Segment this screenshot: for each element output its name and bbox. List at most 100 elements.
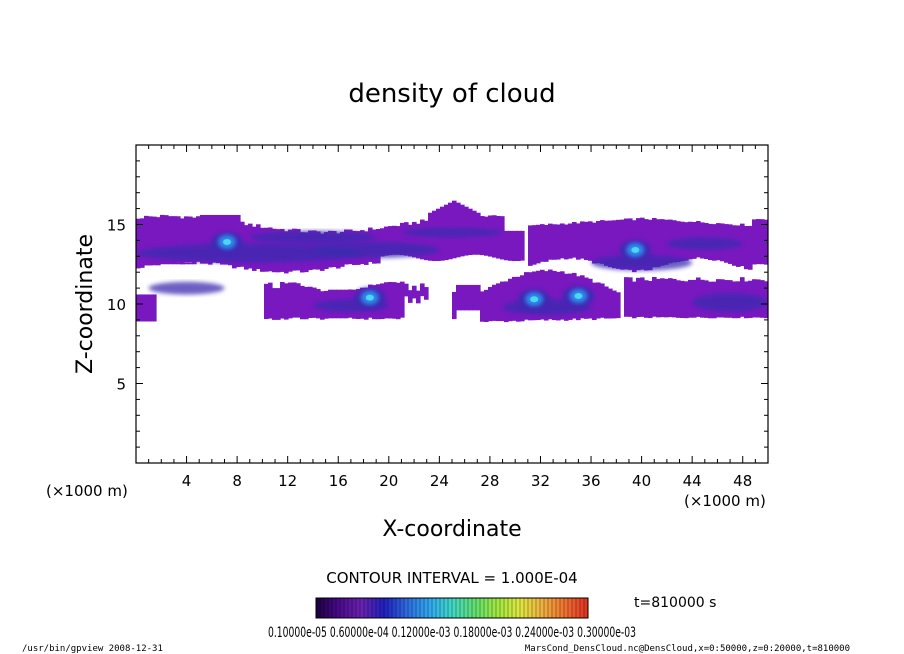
cloud-cell (644, 280, 649, 318)
cloud-cell (416, 290, 421, 304)
cloud-cell (396, 282, 401, 320)
cloud-cell (424, 220, 429, 261)
maximum-peak (223, 238, 232, 245)
cloud-cell (748, 225, 753, 270)
cloud-cell (184, 262, 189, 265)
cloud-cell (284, 283, 289, 320)
x-tick-label: 36 (581, 472, 600, 490)
cloud-cell (600, 283, 605, 318)
cloud-cell (148, 294, 153, 322)
cloud-cell (500, 281, 505, 322)
cloud-cell (392, 225, 397, 255)
cloud-cell (556, 271, 561, 321)
cloud-cell (496, 283, 501, 322)
cloud-cell (272, 288, 277, 320)
cloud-cell (312, 287, 317, 318)
cloud-cell (672, 278, 677, 318)
cloud-cell (268, 282, 273, 319)
cloud-cell (556, 224, 561, 260)
cloud-cell (452, 291, 457, 320)
cloud-cell (684, 281, 689, 319)
cloud-cell (388, 281, 393, 319)
cloud-cell (596, 282, 601, 319)
cloud-cell (156, 262, 161, 265)
colorbar-tick-labels: 0.10000e-05 0.60000e-04 0.12000e-03 0.18… (268, 625, 636, 641)
cloud-cell (676, 280, 681, 318)
cloud-cell (164, 215, 169, 263)
cloud-cell (612, 290, 617, 319)
cloud-cell (412, 221, 417, 258)
cloud-cell (572, 222, 577, 258)
cloud-cell (688, 279, 693, 318)
x-unit-label: (×1000 m) (684, 492, 766, 510)
cloud-cell (192, 217, 197, 264)
cloud-cell (136, 218, 141, 269)
cloud-cell (536, 224, 541, 264)
cloud-cell (160, 262, 165, 265)
cloud-cell (668, 278, 673, 318)
cloud-cell (680, 280, 685, 319)
cloud-cell (512, 276, 517, 321)
cloud-cell (304, 286, 309, 320)
cloud-cell (416, 223, 421, 259)
cloud-cell (664, 278, 669, 318)
x-tick-label: 48 (733, 472, 752, 490)
cloud-cell (752, 219, 757, 265)
cloud-cell (136, 294, 141, 322)
cloud-cell (640, 277, 645, 317)
cloud-cell (532, 225, 537, 265)
cloud-cell (560, 223, 565, 259)
cloud-cell (604, 286, 609, 319)
cloud-cell (152, 216, 157, 266)
cloud-cell (480, 291, 485, 322)
cloud-cell (664, 219, 669, 265)
x-tick-label: 28 (480, 472, 499, 490)
cloud-cell (408, 224, 413, 257)
cloud-cell (544, 225, 549, 262)
cloud-cell (612, 220, 617, 269)
cloud-cell (148, 216, 153, 266)
maximum-peak (530, 296, 539, 303)
cloud-cell (492, 284, 497, 321)
cloud-cell (584, 221, 589, 261)
cloud-cell (456, 284, 461, 311)
cloud-cell (652, 218, 657, 268)
cloud-cell (500, 216, 505, 260)
maximum-peak (365, 294, 374, 301)
cloud-cell (580, 221, 585, 259)
cloud-cell (168, 216, 173, 264)
cloud-cell (508, 278, 513, 322)
cloud-cell (388, 226, 393, 256)
cloud-cell (172, 262, 177, 265)
cloud-cell (408, 290, 413, 303)
cloud-cell (308, 286, 313, 319)
cloud-cell (624, 277, 629, 317)
cloud-cell (404, 283, 409, 297)
cloud-cell (604, 220, 609, 266)
cloud-cell (140, 218, 145, 268)
cloud-cell (300, 285, 305, 320)
cloud-cell (140, 294, 145, 322)
cloud-cell (760, 219, 765, 265)
cloud-cell (504, 230, 509, 261)
cloud-cell (384, 282, 389, 319)
cloud-cell (172, 216, 177, 264)
y-tick-label: 15 (107, 217, 126, 235)
cloud-cell (608, 220, 613, 268)
cloud-cell (548, 269, 553, 320)
cloud-cell (188, 262, 193, 265)
cloud-cell (176, 262, 181, 265)
cloud-streak (401, 227, 503, 238)
cloud-cell (208, 214, 213, 265)
y-tick-label: 5 (116, 376, 126, 394)
cloud-cell (696, 277, 701, 317)
cloud-cell (412, 285, 417, 299)
cloud-cell (628, 277, 633, 317)
cloud-cell (152, 294, 157, 322)
cloud-cell (280, 282, 285, 319)
x-tick-label: 12 (278, 472, 297, 490)
cloud-cell (516, 230, 521, 261)
contour-interval-label: CONTOUR INTERVAL = 1.000E-04 (326, 569, 577, 587)
cloud-cell (468, 284, 473, 311)
